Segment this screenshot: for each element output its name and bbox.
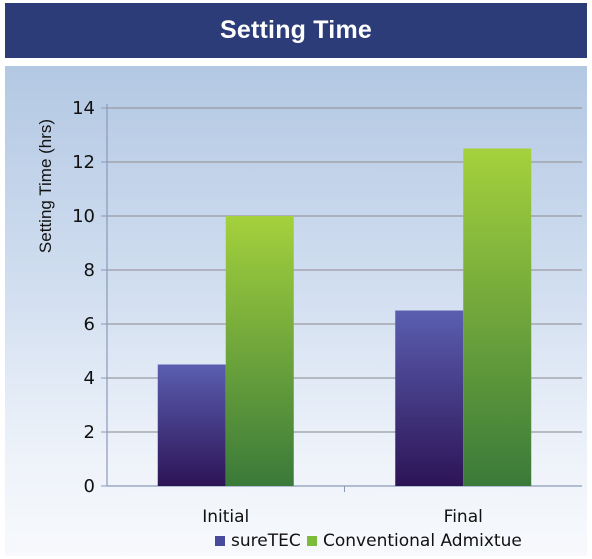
- x-tick-label: Final: [444, 507, 483, 527]
- legend-label: Conventional Admixtue: [323, 531, 522, 551]
- y-tick-label: 6: [84, 314, 95, 335]
- y-tick-label: 8: [84, 260, 95, 281]
- y-tick-label: 12: [72, 152, 95, 173]
- bar: [225, 216, 294, 486]
- chart-title: Setting Time: [220, 16, 372, 44]
- y-tick-label: 14: [72, 98, 95, 119]
- legend-swatch: [215, 536, 225, 546]
- y-tick-label: 0: [84, 476, 95, 497]
- legend-label: sureTEC: [231, 531, 301, 551]
- bars: [157, 148, 532, 486]
- bar: [157, 364, 226, 486]
- tick-labels: 0 2 4 6 8 10 12 14 Initial Final: [72, 98, 483, 527]
- chart-title-bar: Setting Time: [5, 3, 587, 58]
- x-tick-label: Initial: [202, 507, 249, 527]
- bar: [463, 148, 532, 486]
- legend: sureTEC Conventional Admixtue: [215, 531, 522, 551]
- y-axis-title: Setting Time (hrs): [36, 119, 55, 253]
- legend-swatch: [307, 536, 317, 546]
- y-tick-label: 10: [72, 206, 95, 227]
- y-tick-label: 4: [84, 368, 95, 389]
- bar: [395, 310, 464, 486]
- y-tick-label: 2: [84, 422, 95, 443]
